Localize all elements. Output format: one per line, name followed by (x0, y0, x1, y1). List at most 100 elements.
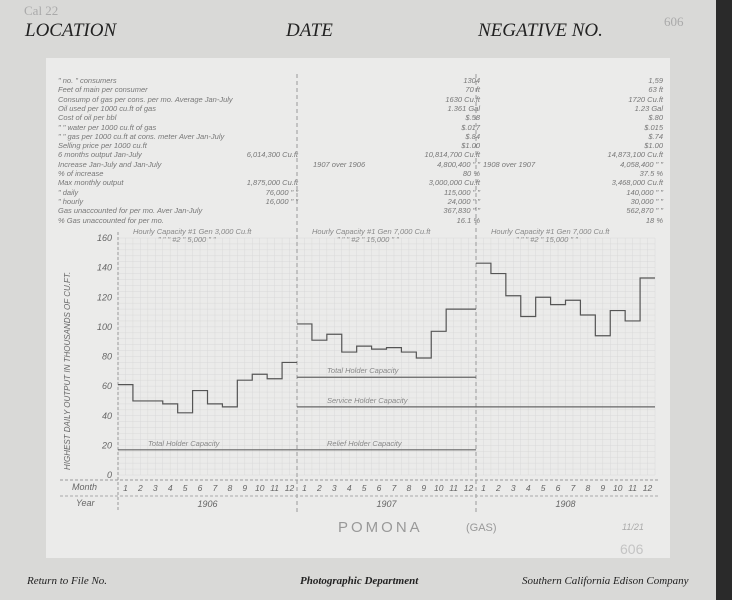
cell-c3: 3,468,000 Cu.ft (611, 178, 663, 188)
cell-c2note: 1907 over 1906 (313, 159, 366, 169)
cell-c2: 10,814,700 Cu.ft (424, 150, 480, 160)
output-series-1908 (476, 262, 655, 337)
chart-title: POMONA (338, 519, 423, 536)
month-tick-label: 3 (153, 483, 158, 493)
cell-c2: 1630 Cu.ft (445, 94, 480, 104)
cell-c3: 1,59 (648, 76, 663, 85)
capacity-line-label: Total Holder Capacity (148, 439, 221, 448)
cell-c2: 24,000 " " (447, 196, 480, 206)
location-label: LOCATION (25, 20, 117, 41)
month-tick-label: 9 (421, 483, 426, 493)
return-label: Return to File No. (27, 575, 108, 587)
table-row: Selling price per 1000 cu.ft $1.00 $1.00 (58, 141, 663, 151)
table-row: Oil used per 1000 cu.ft of gas 1.361 Gal 1… (58, 104, 663, 114)
cell-label: Feet of main per consumer (58, 85, 148, 95)
table-row: Feet of main per consumer 70 ft 63 ft (58, 85, 663, 95)
month-tick-label: 6 (198, 483, 203, 493)
cell-c2: 3,000,000 Cu.ft (428, 178, 480, 188)
month-tick-label: 7 (392, 483, 397, 493)
cell-c3: 14,873,100 Cu.ft (607, 150, 663, 160)
corner-stamp: Cal 22 (24, 3, 59, 18)
cell-label: % Gas unaccounted for per mo. (58, 215, 164, 225)
cell-label: " " gas per 1000 cu.ft at cons. meter Av… (58, 131, 225, 141)
table-row: 6 months output Jan-July 6,014,300 Cu.ft 1… (58, 150, 663, 160)
year-tick-label: 1907 (376, 499, 397, 509)
cell-c3: 562,870 " " (626, 206, 663, 216)
table-row: % of increase 80 % 37.5 % (58, 169, 663, 179)
cell-label: 6 months output Jan-July (58, 150, 142, 160)
chart-subtitle: (GAS) (466, 522, 497, 534)
archive-card: Cal 22 606 LOCATION DATE NEGATIVE NO. " … (0, 0, 716, 600)
month-tick-label: 5 (541, 483, 546, 493)
month-tick-label: 9 (600, 483, 605, 493)
cell-c3: $1.00 (644, 141, 663, 151)
table-row: Increase Jan-July and Jan-July 1907 over … (58, 160, 663, 170)
month-tick-label: 11 (628, 483, 637, 493)
cell-label: Selling price per 1000 cu.ft (58, 141, 147, 151)
month-tick-label: 4 (168, 483, 173, 493)
cell-c3: $.015 (644, 122, 663, 132)
table-row: " " gas per 1000 cu.ft at cons. meter Av… (58, 132, 663, 142)
month-tick-label: 5 (183, 483, 188, 493)
month-tick-label: 11 (449, 483, 458, 493)
month-tick-label: 2 (495, 483, 501, 493)
month-tick-label: 10 (255, 483, 265, 493)
company-label: Southern California Edison Company (522, 575, 689, 587)
cell-label: Increase Jan-July and Jan-July (58, 159, 162, 169)
cell-c3: 1.23 Gal (634, 103, 663, 113)
cell-c3: 18 % (645, 215, 663, 225)
month-tick-label: 8 (407, 483, 412, 493)
cell-c3: 140,000 " " (626, 187, 663, 197)
cell-c1: 76,000 " " (265, 187, 298, 197)
cell-c2: 367,830 " " (443, 206, 480, 216)
month-tick-label: 7 (571, 483, 576, 493)
cell-c1: 16,000 " " (265, 196, 298, 206)
capacity-line-label: Relief Holder Capacity (327, 439, 403, 448)
hourly-capacity-note: " " " #2 " 5,000 " " (158, 235, 216, 244)
month-tick-label: 2 (316, 483, 322, 493)
cell-c3: $.80 (648, 113, 663, 123)
month-tick-label: 12 (285, 483, 295, 493)
cell-label: % of increase (58, 169, 104, 178)
cell-c2: 1.361 Gal (447, 103, 480, 113)
table-row: Consump of gas per cons. per mo. Average… (58, 95, 663, 105)
cell-label: Oil used per 1000 cu.ft of gas (58, 103, 156, 113)
month-tick-label: 10 (613, 483, 623, 493)
y-tick-label: 140 (97, 263, 112, 273)
output-series-1906 (118, 361, 297, 414)
hourly-capacity-note: Hourly Capacity #1 Gen 7,000 Cu.ft (491, 227, 610, 236)
department-label: Photographic Department (300, 575, 419, 587)
cell-c1: 1,875,000 Cu.ft (246, 178, 298, 188)
cell-c2: $.84 (465, 131, 480, 141)
month-tick-label: 4 (526, 483, 531, 493)
month-tick-label: 9 (242, 483, 247, 493)
cell-c3: 37.5 % (639, 169, 663, 178)
cell-c2: 70 ft (465, 85, 480, 95)
cell-label: Consump of gas per cons. per mo. Average… (58, 94, 233, 104)
cell-label: " no. " consumers (58, 76, 117, 85)
table-row: " no. " consumers 1304 1,59 (58, 76, 663, 86)
month-label: Month (72, 482, 97, 492)
cell-c2: 16.1 % (456, 215, 480, 225)
cell-label: " hourly (58, 196, 84, 206)
month-tick-label: 8 (586, 483, 591, 493)
year-tick-label: 1906 (197, 499, 217, 509)
y-tick-label: 60 (102, 381, 112, 391)
table-row: Max monthly output 1,875,000 Cu.ft 3,000,0… (58, 178, 663, 188)
y-tick-label: 120 (97, 292, 112, 302)
month-tick-label: 5 (362, 483, 367, 493)
capacity-line-label: Total Holder Capacity (327, 366, 400, 375)
cell-label: " " water per 1000 cu.ft of gas (58, 122, 157, 132)
y-tick-label: 0 (107, 470, 112, 480)
hourly-capacity-note: Hourly Capacity #1 Gen 3,000 Cu.ft (133, 227, 252, 236)
cell-c1: 6,014,300 Cu.ft (246, 150, 298, 160)
negative-number-photo: 606 (620, 541, 644, 557)
table-row: Gas unaccounted for per mo. Aver Jan-Jul… (58, 206, 663, 216)
y-tick-label: 160 (97, 233, 112, 243)
month-tick-label: 3 (511, 483, 516, 493)
cell-c3note: 1908 over 1907 (483, 159, 536, 169)
capacity-line-label: Service Holder Capacity (327, 396, 409, 405)
cell-label: Gas unaccounted for per mo. Aver Jan-Jul… (58, 206, 203, 216)
negative-number-stamp: 606 (664, 14, 684, 29)
month-tick-label: 1 (123, 483, 128, 493)
